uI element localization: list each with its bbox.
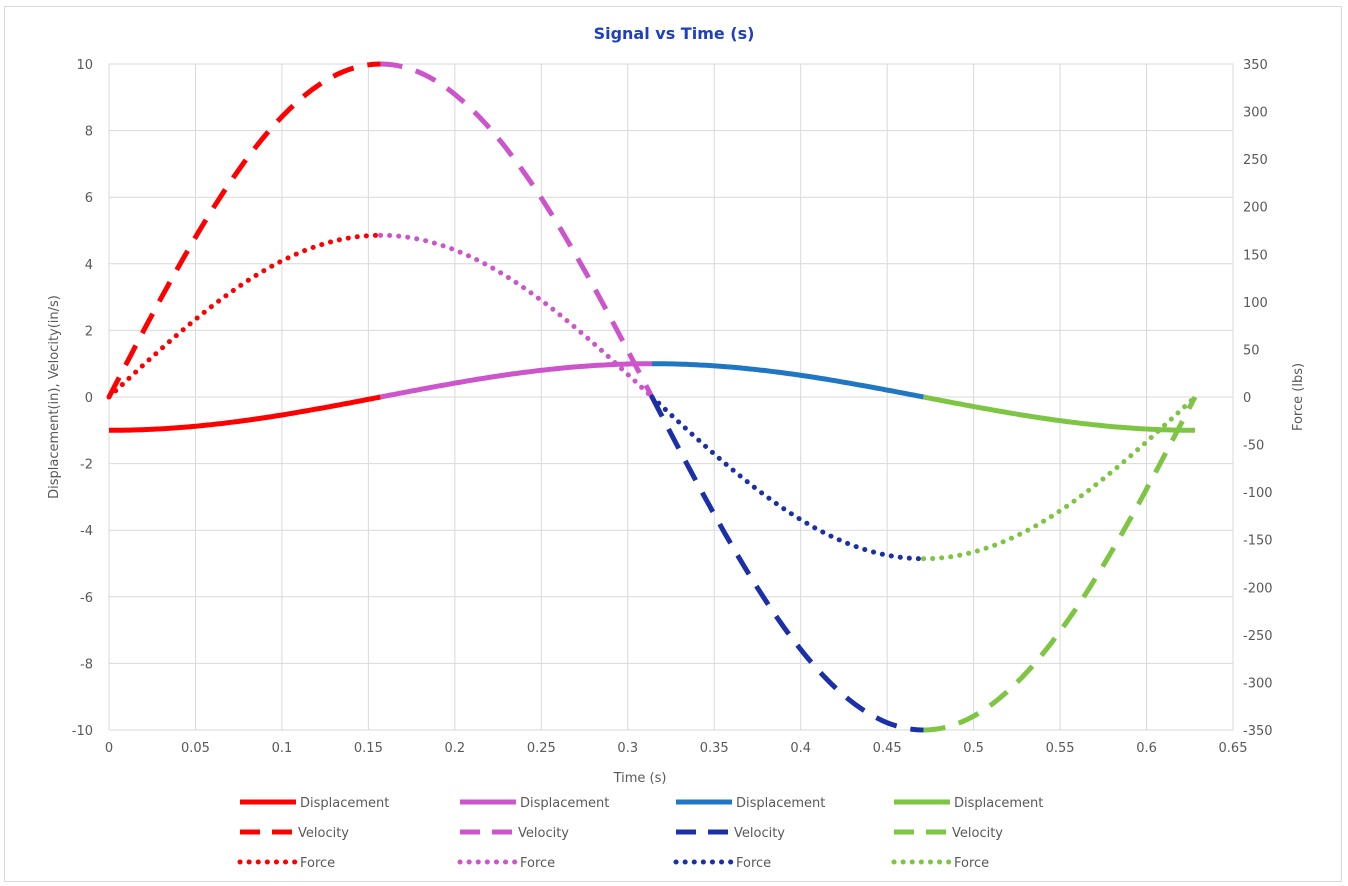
y-left-tick-label: -6 (80, 591, 93, 606)
legend-label-displacement-3: Displacement (736, 796, 825, 811)
legend-label-force-1: Force (300, 856, 335, 871)
y-left-tick-label: 6 (85, 191, 93, 206)
x-tick-label: 0.45 (873, 741, 902, 756)
legend-label-force-3: Force (736, 856, 771, 871)
y-left-tick-label: -2 (80, 458, 93, 473)
x-axis-title: Time (s) (613, 771, 667, 786)
y-right-tick-label: 50 (1243, 343, 1260, 358)
chart-title: Signal vs Time (s) (594, 24, 755, 43)
series-lines (106, 61, 1198, 733)
x-tick-label: 0.65 (1219, 741, 1248, 756)
legend-label-force-2: Force (520, 856, 555, 871)
legend-label-displacement-1: Displacement (300, 796, 389, 811)
y-left-tick-label: -10 (72, 724, 93, 739)
x-tick-label: 0.35 (700, 741, 729, 756)
y-right-tick-label: 0 (1243, 391, 1251, 406)
x-tick-label: 0.6 (1136, 741, 1157, 756)
x-tick-label: 0.15 (354, 741, 383, 756)
y-right-tick-label: 250 (1243, 153, 1268, 168)
chart-frame (4, 6, 1342, 882)
x-tick-label: 0.25 (527, 741, 556, 756)
y-left-tick-label: -8 (80, 657, 93, 672)
force-series-3 (649, 394, 926, 562)
force-series-1 (106, 232, 383, 400)
y-right-tick-label: 100 (1243, 296, 1268, 311)
y-left-tick-label: 0 (85, 391, 93, 406)
force-series-2 (378, 232, 655, 400)
x-tick-label: 0.1 (272, 741, 293, 756)
y-right-tick-label: -250 (1243, 629, 1273, 644)
axes: 0 0.05 0.1 0.15 0.2 0.25 0.3 0.35 0.4 0.45 0.5 0.55… (72, 58, 1273, 756)
y-right-tick-label: -350 (1243, 724, 1273, 739)
y-left-tick-label: 10 (76, 58, 93, 73)
legend-label-displacement-4: Displacement (954, 796, 1043, 811)
x-tick-label: 0.3 (617, 741, 638, 756)
y-left-tick-label: 4 (85, 258, 93, 273)
y-left-tick-label: 8 (85, 125, 93, 140)
y-axis-right-title: Force (lbs) (1291, 363, 1306, 431)
velocity-series-2 (380, 61, 655, 399)
legend: Displacement Displacement Displacement Disp… (237, 796, 1043, 871)
x-tick-label: 0.4 (790, 741, 811, 756)
legend-label-velocity-4: Velocity (952, 826, 1003, 841)
gridlines (108, 63, 1234, 731)
y-right-tick-label: -50 (1243, 439, 1264, 454)
legend-label-velocity-2: Velocity (518, 826, 569, 841)
y-left-tick-label: -4 (80, 524, 93, 539)
legend-label-velocity-3: Velocity (734, 826, 785, 841)
y-right-tick-label: -200 (1243, 581, 1273, 596)
velocity-series-4 (923, 395, 1198, 733)
x-tick-label: 0 (105, 741, 113, 756)
y-right-tick-label: -300 (1243, 676, 1273, 691)
displacement-series-2 (379, 361, 652, 400)
y-right-tick-label: 150 (1243, 248, 1268, 263)
x-tick-label: 0.5 (963, 741, 984, 756)
displacement-series-1 (109, 394, 382, 433)
velocity-series-3 (649, 395, 924, 733)
displacement-series-3 (652, 361, 925, 400)
legend-label-displacement-2: Displacement (520, 796, 609, 811)
y-right-tick-label: -150 (1243, 534, 1273, 549)
x-tick-label: 0.05 (181, 741, 210, 756)
y-axis-left-title: Displacement(in), Velocity(in/s) (47, 295, 62, 499)
x-tick-label: 0.55 (1046, 741, 1075, 756)
x-tick-label: 0.2 (445, 741, 466, 756)
y-left-tick-label: 2 (85, 324, 93, 339)
velocity-series-1 (106, 61, 381, 399)
legend-label-force-4: Force (954, 856, 989, 871)
y-right-tick-label: 350 (1243, 58, 1268, 73)
legend-label-velocity-1: Velocity (298, 826, 349, 841)
force-series-4 (921, 394, 1198, 562)
y-right-tick-label: 200 (1243, 201, 1268, 216)
y-right-tick-label: -100 (1243, 486, 1273, 501)
y-right-tick-label: 300 (1243, 106, 1268, 121)
displacement-series-4 (922, 394, 1195, 433)
